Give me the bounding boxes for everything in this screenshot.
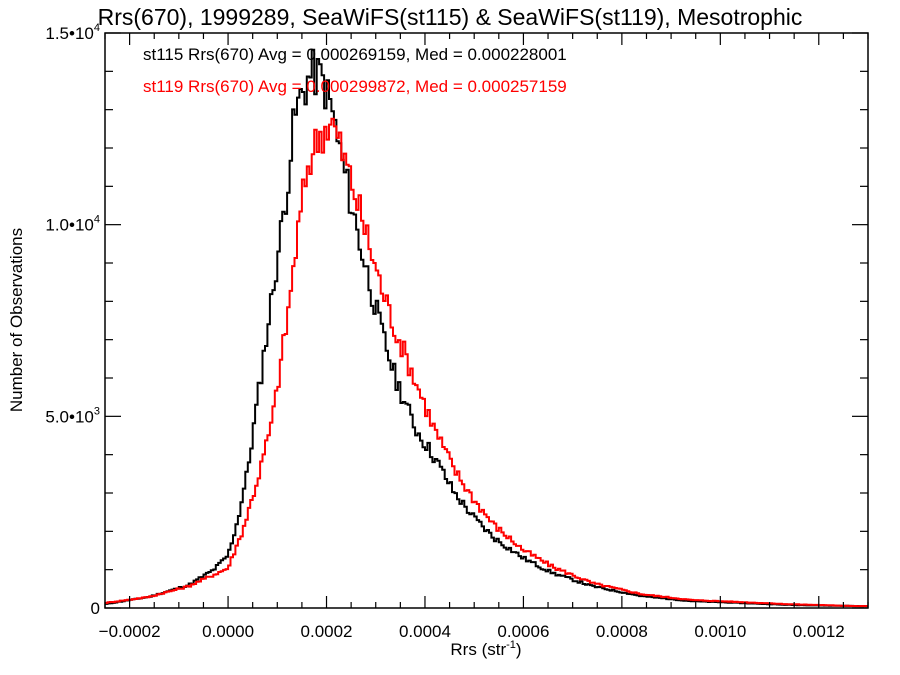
x-tick-label: 0.0004 xyxy=(399,622,451,641)
series-stats-st119: st119 Rrs(670) Avg = 0.000299872, Med = … xyxy=(143,77,567,96)
plot-frame xyxy=(104,32,869,609)
chart-title: Rrs(670), 1999289, SeaWiFS(st115) & SeaW… xyxy=(98,4,803,30)
y-tick-label: 5.0•103 xyxy=(45,405,100,426)
y-tick-label: 1.5•104 xyxy=(45,22,100,43)
series-stats-st115: st115 Rrs(670) Avg = 0.000269159, Med = … xyxy=(143,45,567,64)
x-tick-label: −0.0002 xyxy=(99,622,161,641)
x-tick-labels: −0.0002 0.0000 0.0002 0.0004 0.0006 0.0008 0.0… xyxy=(99,622,845,641)
x-axis-label-superscript: -1 xyxy=(506,639,516,651)
y-tick-label-exponent: 3 xyxy=(94,405,100,417)
y-tick-label: 0 xyxy=(91,599,100,618)
y-tick-label-exponent: 4 xyxy=(94,22,100,34)
histogram-line-st119 xyxy=(105,117,868,608)
y-tick-label-base: 1.5•10 xyxy=(45,24,94,43)
x-axis-label-suffix: ) xyxy=(516,640,522,659)
series-st115 xyxy=(105,48,868,608)
y-tick-label-exponent: 4 xyxy=(94,214,100,226)
x-axis-label-main: Rrs (str xyxy=(450,640,506,659)
y-tick-label-base: 1.0•10 xyxy=(45,216,94,235)
y-tick-label: 1.0•104 xyxy=(45,214,100,235)
x-tick-label: 0.0010 xyxy=(694,622,746,641)
y-tick-label-base: 0 xyxy=(91,599,100,618)
ticks-layer xyxy=(104,32,869,609)
x-tick-label: 0.0000 xyxy=(202,622,254,641)
y-tick-label-base: 5.0•10 xyxy=(45,407,94,426)
y-axis-label: Number of Observations xyxy=(7,228,26,412)
x-tick-label: 0.0008 xyxy=(596,622,648,641)
series-layer xyxy=(105,48,868,608)
x-tick-label: 0.0012 xyxy=(793,622,845,641)
x-tick-label: 0.0006 xyxy=(497,622,549,641)
series-st119 xyxy=(105,117,868,608)
x-tick-label: 0.0002 xyxy=(301,622,353,641)
x-axis-label: Rrs (str-1) xyxy=(450,639,521,659)
histogram-line-st115 xyxy=(105,48,868,608)
